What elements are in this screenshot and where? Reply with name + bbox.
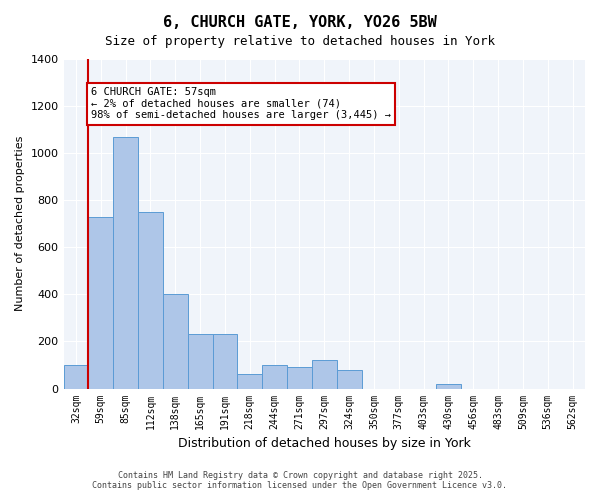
Bar [188,334,212,388]
Text: Contains HM Land Registry data © Crown copyright and database right 2025.
Contai: Contains HM Land Registry data © Crown c… [92,470,508,490]
Bar [113,136,138,388]
Bar [212,334,238,388]
Bar [238,374,262,388]
Bar [436,384,461,388]
Bar [337,370,362,388]
Bar [262,365,287,388]
Text: 6 CHURCH GATE: 57sqm
← 2% of detached houses are smaller (74)
98% of semi-detach: 6 CHURCH GATE: 57sqm ← 2% of detached ho… [91,87,391,120]
X-axis label: Distribution of detached houses by size in York: Distribution of detached houses by size … [178,437,471,450]
Text: Size of property relative to detached houses in York: Size of property relative to detached ho… [105,35,495,48]
Bar [287,368,312,388]
Bar [88,216,113,388]
Bar [64,365,88,388]
Text: 6, CHURCH GATE, YORK, YO26 5BW: 6, CHURCH GATE, YORK, YO26 5BW [163,15,437,30]
Y-axis label: Number of detached properties: Number of detached properties [15,136,25,312]
Bar [312,360,337,388]
Bar [138,212,163,388]
Bar [163,294,188,388]
